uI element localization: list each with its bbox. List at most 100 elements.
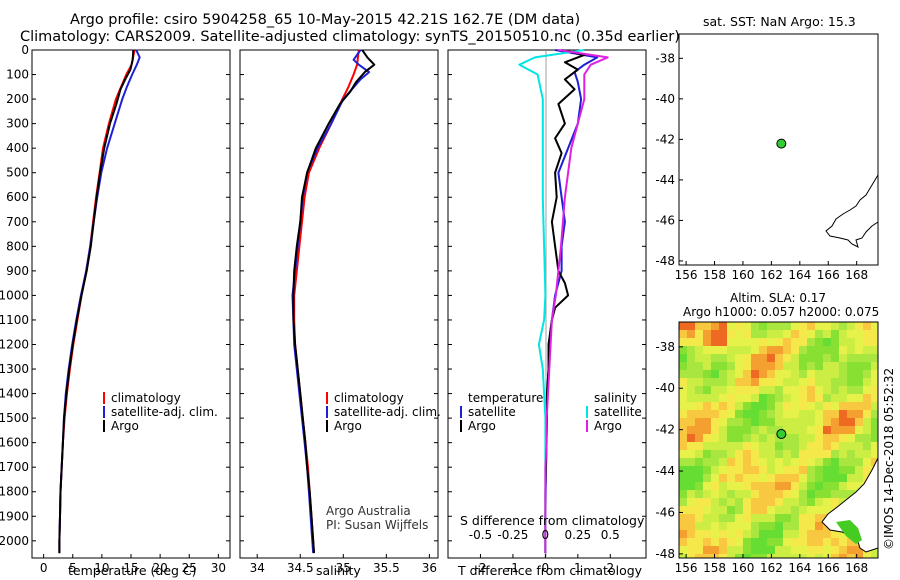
sla-heatmap-cell <box>679 338 687 346</box>
sla-heatmap-cell <box>679 402 687 410</box>
sla-heatmap-cell <box>855 410 863 418</box>
sla-heatmap-cell <box>767 458 775 466</box>
sla-heatmap-cell <box>855 474 863 482</box>
sla-heatmap-cell <box>823 338 831 346</box>
sla-heatmap-cell <box>751 418 759 426</box>
sla-heatmap-cell <box>743 370 751 378</box>
sla-heatmap-cell <box>703 530 711 538</box>
sla-heatmap-cell <box>751 386 759 394</box>
sla-heatmap-cell <box>679 378 687 386</box>
sla-heatmap-cell <box>711 402 719 410</box>
sla-heatmap-cell <box>719 474 727 482</box>
sla-heatmap-cell <box>863 386 871 394</box>
sla-heatmap-cell <box>775 402 783 410</box>
sla-heatmap-cell <box>767 322 775 330</box>
sla-heatmap-cell <box>799 538 807 546</box>
sla-heatmap-cell <box>759 482 767 490</box>
sla-heatmap-cell <box>743 490 751 498</box>
sla-heatmap-cell <box>791 490 799 498</box>
sla-map-ytick-label: -48 <box>655 547 675 561</box>
sla-heatmap-cell <box>807 466 815 474</box>
sla-heatmap-cell <box>695 362 703 370</box>
sla-heatmap-cell <box>711 434 719 442</box>
sla-heatmap-cell <box>855 434 863 442</box>
sla-heatmap-cell <box>719 378 727 386</box>
sla-heatmap-cell <box>735 338 743 346</box>
sla-heatmap-cell <box>799 426 807 434</box>
sla-heatmap-cell <box>687 386 695 394</box>
sla-heatmap-cell <box>695 474 703 482</box>
sla-heatmap-cell <box>703 386 711 394</box>
sla-heatmap-cell <box>847 362 855 370</box>
sla-heatmap-cell <box>719 506 727 514</box>
sla-heatmap-cell <box>815 522 823 530</box>
sla-heatmap-cell <box>791 466 799 474</box>
sla-heatmap-cell <box>783 402 791 410</box>
sla-heatmap-cell <box>759 514 767 522</box>
sla-heatmap-cell <box>799 442 807 450</box>
sla-heatmap-cell <box>687 426 695 434</box>
sla-heatmap-cell <box>743 442 751 450</box>
difference-x2tick-label: -0.5 <box>469 528 492 542</box>
sla-heatmap-cell <box>735 410 743 418</box>
sla-heatmap-cell <box>863 410 871 418</box>
sla-heatmap-cell <box>775 482 783 490</box>
sla-map-frame <box>678 321 879 559</box>
sla-heatmap-cell <box>783 474 791 482</box>
sla-heatmap-cell <box>767 386 775 394</box>
sla-heatmap-cell <box>687 466 695 474</box>
sla-heatmap-cell <box>839 546 847 554</box>
sla-heatmap-cell <box>775 362 783 370</box>
sla-heatmap-cell <box>783 346 791 354</box>
plot-title-line2: Climatology: CARS2009. Satellite-adjuste… <box>20 29 680 45</box>
sla-heatmap-cell <box>767 426 775 434</box>
sla-heatmap-cell <box>863 402 871 410</box>
sla-heatmap-cell <box>743 466 751 474</box>
difference-x2tick-label: 0 <box>542 528 550 542</box>
sla-heatmap-cell <box>695 346 703 354</box>
sla-heatmap-cell <box>871 370 878 378</box>
sla-heatmap-cell <box>687 514 695 522</box>
sla-heatmap-cell <box>807 458 815 466</box>
difference-x2tick-label: -0.25 <box>497 528 528 542</box>
sla-heatmap-cell <box>799 530 807 538</box>
sla-heatmap-cell <box>687 362 695 370</box>
sla-heatmap-cell <box>871 362 878 370</box>
sla-heatmap-cell <box>711 482 719 490</box>
sla-heatmap-cell <box>719 338 727 346</box>
sla-heatmap-cell <box>855 394 863 402</box>
sla-heatmap-cell <box>807 474 815 482</box>
sla-heatmap-cell <box>775 554 783 558</box>
sla-map-land <box>821 457 879 553</box>
plot-title-line1: Argo profile: csiro 5904258_65 10-May-20… <box>70 12 581 28</box>
sla-heatmap-cell <box>783 386 791 394</box>
sla-heatmap-cell <box>711 370 719 378</box>
sla-heatmap-cell <box>735 506 743 514</box>
sla-heatmap-cell <box>727 426 735 434</box>
difference-series-t-satellite <box>544 49 599 554</box>
sla-heatmap-cell <box>735 514 743 522</box>
sla-heatmap-cell <box>855 330 863 338</box>
sla-heatmap-cell <box>727 482 735 490</box>
legend-label-s-satellite: satellite <box>594 405 642 419</box>
sla-heatmap-cell <box>751 506 759 514</box>
sla-heatmap-cell <box>807 490 815 498</box>
sla-heatmap-cell <box>719 442 727 450</box>
sla-heatmap-cell <box>871 450 878 458</box>
sla-heatmap-cell <box>783 370 791 378</box>
sla-heatmap-cell <box>791 442 799 450</box>
sla-heatmap-cell <box>839 354 847 362</box>
sla-heatmap-cell <box>719 434 727 442</box>
sla-heatmap-cell <box>783 362 791 370</box>
sla-heatmap-cell <box>751 522 759 530</box>
sla-heatmap-cell <box>703 322 711 330</box>
salinity-xtick-label: 34 <box>250 561 265 575</box>
sla-heatmap-cell <box>847 418 855 426</box>
sla-heatmap-cell <box>847 330 855 338</box>
sla-heatmap-cell <box>735 538 743 546</box>
sla-heatmap-cell <box>751 530 759 538</box>
sla-heatmap-cell <box>695 442 703 450</box>
sla-heatmap-cell <box>863 418 871 426</box>
sla-heatmap-cell <box>855 370 863 378</box>
sla-heatmap-cell <box>831 498 839 506</box>
